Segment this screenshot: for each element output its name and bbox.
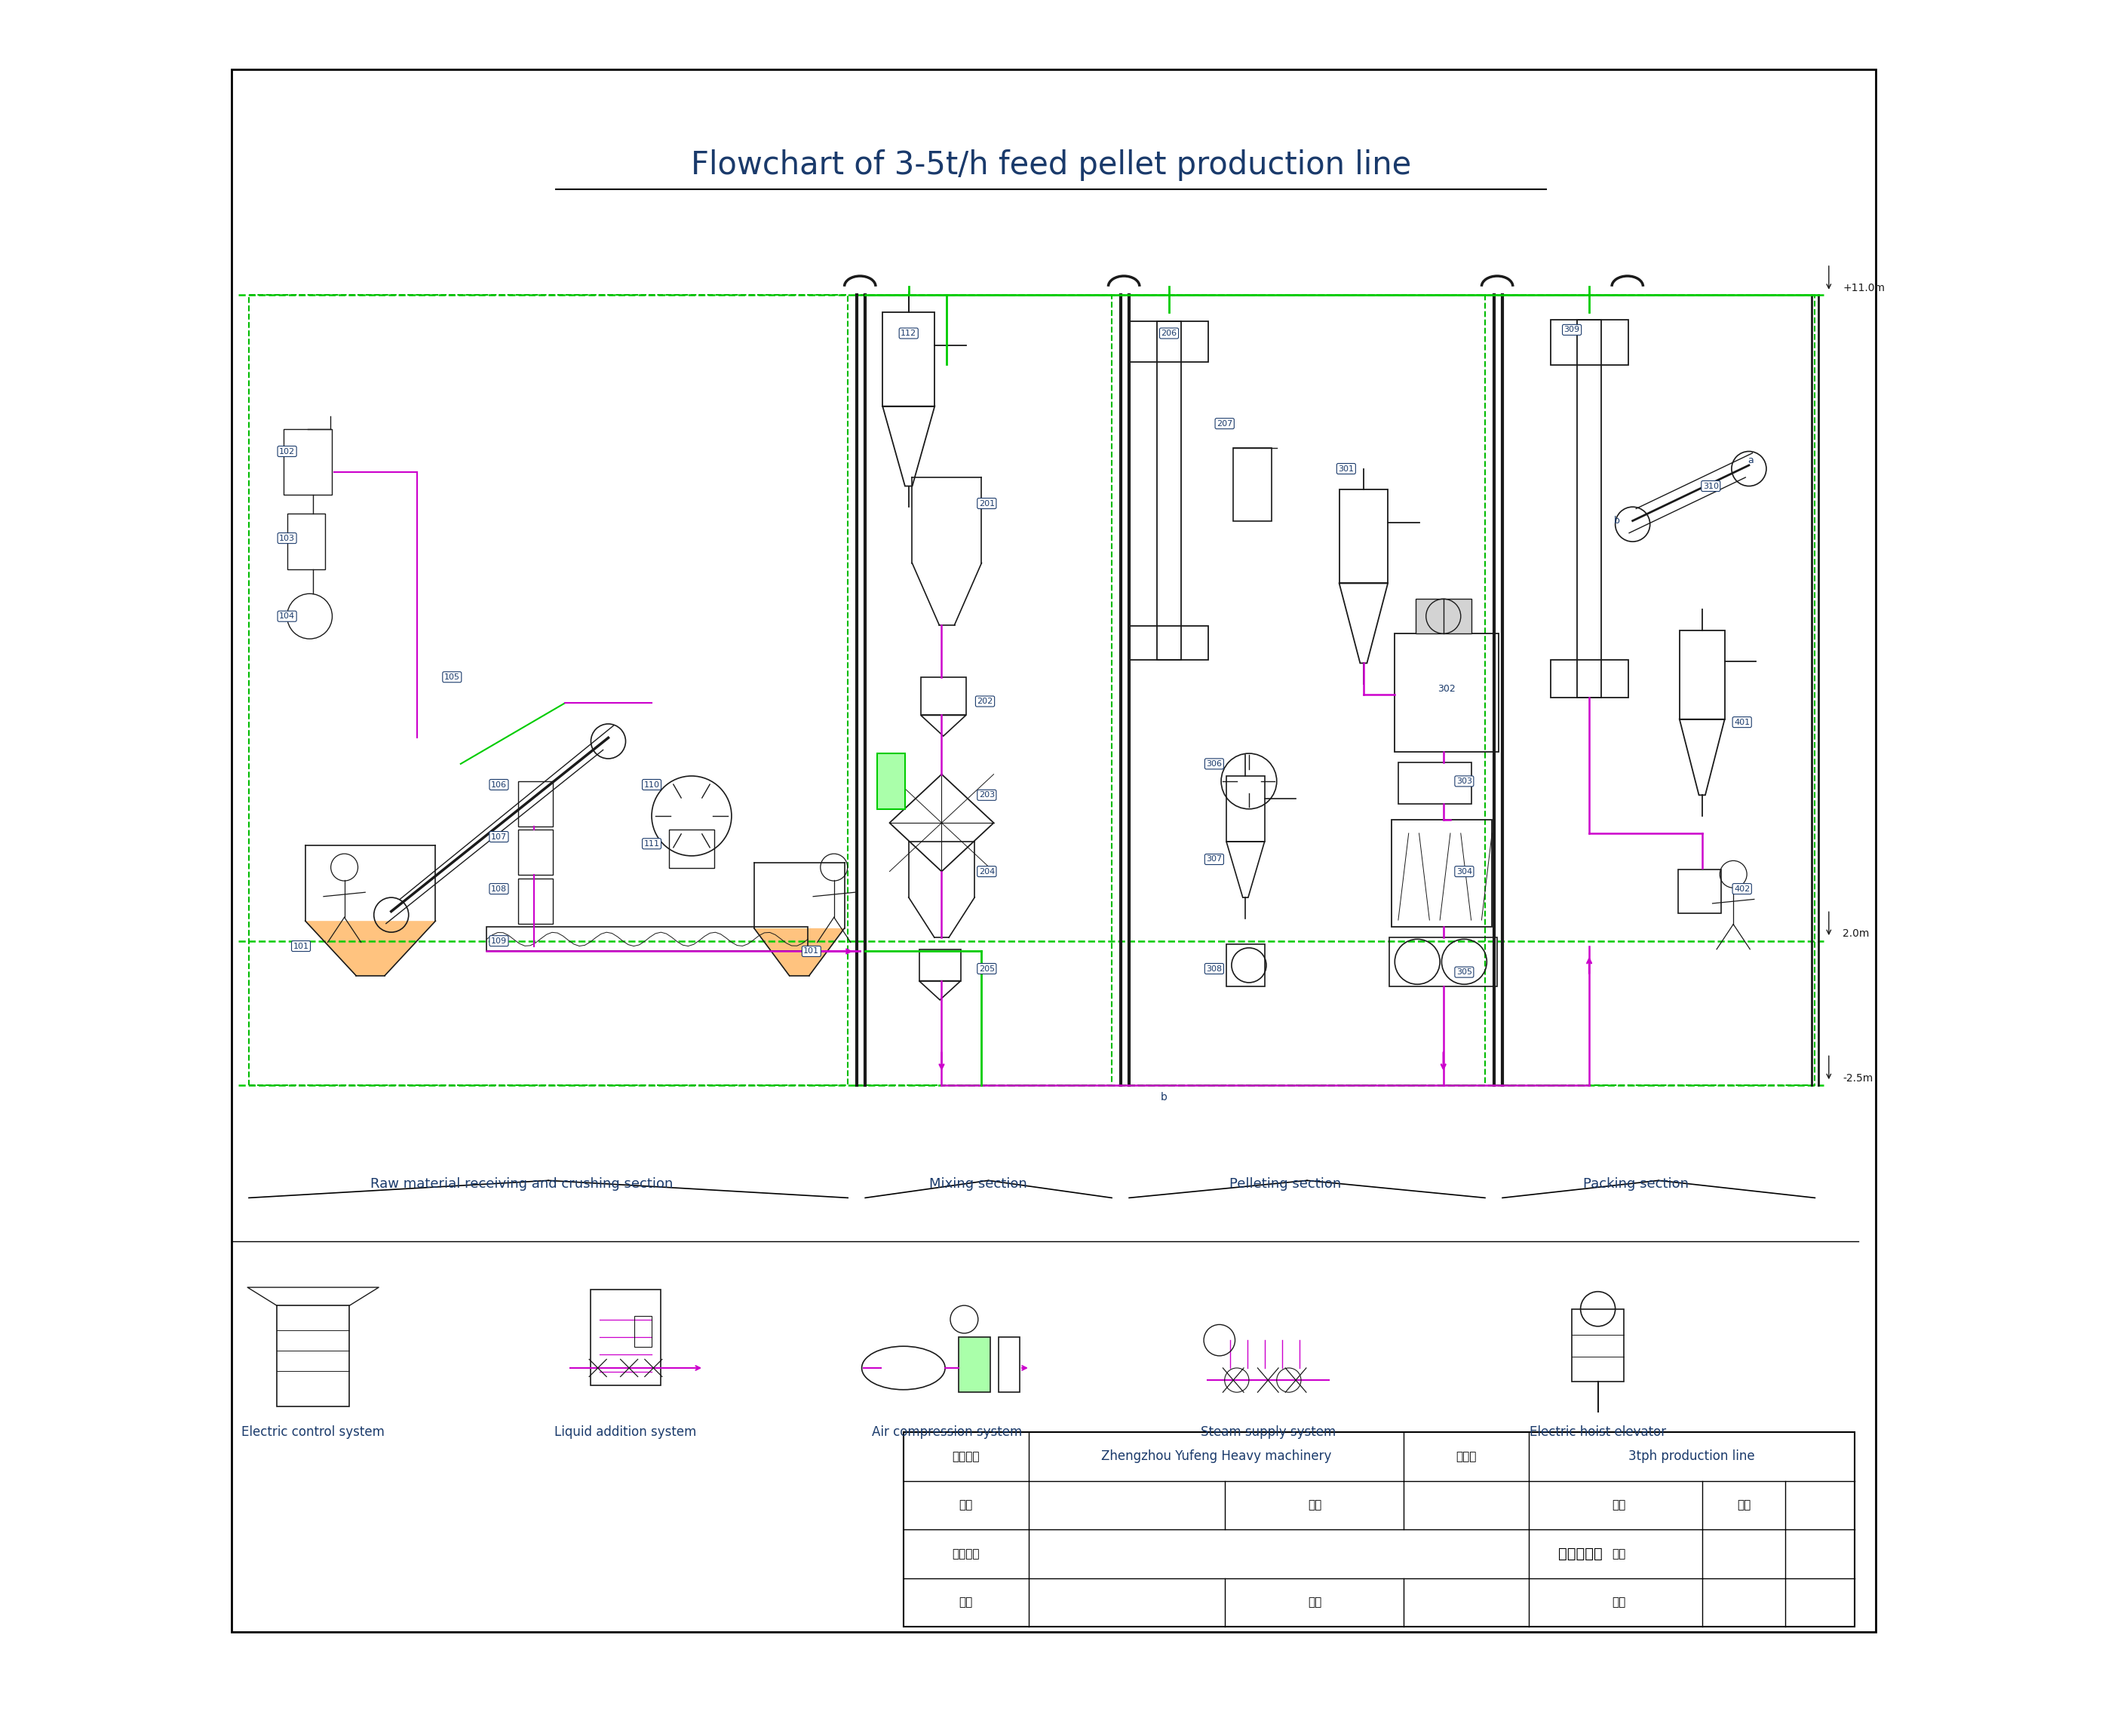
Text: 104: 104 <box>280 613 294 620</box>
Text: Pelleting section: Pelleting section <box>1230 1177 1341 1191</box>
Text: 202: 202 <box>977 698 992 705</box>
Text: 112: 112 <box>900 330 916 337</box>
Text: 图别: 图别 <box>1612 1500 1625 1510</box>
Text: 工艺流程图: 工艺流程图 <box>1558 1547 1602 1561</box>
Text: b: b <box>1614 516 1621 526</box>
Text: Flowchart of 3-5t/h feed pellet production line: Flowchart of 3-5t/h feed pellet producti… <box>692 149 1410 181</box>
Text: 比例: 比例 <box>1612 1549 1625 1559</box>
Text: Packing section: Packing section <box>1583 1177 1688 1191</box>
Text: 205: 205 <box>980 965 994 972</box>
Text: 101: 101 <box>292 943 309 950</box>
Text: 工程名: 工程名 <box>1455 1451 1476 1462</box>
Text: Steam supply system: Steam supply system <box>1200 1425 1335 1439</box>
Text: Air compression system: Air compression system <box>872 1425 1022 1439</box>
Text: Mixing section: Mixing section <box>929 1177 1028 1191</box>
Text: Liquid addition system: Liquid addition system <box>555 1425 696 1439</box>
Text: +11.0m: +11.0m <box>1843 283 1885 293</box>
Text: 309: 309 <box>1564 326 1581 333</box>
Text: -2.5m: -2.5m <box>1843 1073 1873 1083</box>
Text: Electric control system: Electric control system <box>242 1425 385 1439</box>
Text: 207: 207 <box>1217 420 1232 427</box>
Text: a: a <box>1747 455 1753 465</box>
Text: 108: 108 <box>492 885 507 892</box>
Text: 203: 203 <box>980 792 994 799</box>
Text: Zhengzhou Yufeng Heavy machinery: Zhengzhou Yufeng Heavy machinery <box>1101 1450 1331 1463</box>
Text: 308: 308 <box>1207 965 1221 972</box>
FancyBboxPatch shape <box>959 1337 990 1392</box>
Text: 3tph production line: 3tph production line <box>1629 1450 1755 1463</box>
Polygon shape <box>755 929 845 976</box>
Text: 109: 109 <box>492 937 507 944</box>
Text: Electric hoist elevator: Electric hoist elevator <box>1530 1425 1667 1439</box>
Text: 111: 111 <box>643 840 660 847</box>
Text: 110: 110 <box>643 781 660 788</box>
Text: 105: 105 <box>444 674 460 681</box>
Text: 303: 303 <box>1457 778 1471 785</box>
Text: 2.0m: 2.0m <box>1843 929 1869 939</box>
Text: 302: 302 <box>1438 684 1457 694</box>
Text: 107: 107 <box>492 833 507 840</box>
Text: 304: 304 <box>1457 868 1471 875</box>
Text: 306: 306 <box>1207 760 1221 767</box>
Text: 106: 106 <box>492 781 507 788</box>
Text: 承建单位: 承建单位 <box>952 1549 980 1559</box>
Text: 204: 204 <box>980 868 994 875</box>
Text: 工艺: 工艺 <box>1736 1500 1751 1510</box>
Text: 310: 310 <box>1703 483 1719 490</box>
Text: 传真: 传真 <box>1307 1500 1322 1510</box>
Text: 401: 401 <box>1734 719 1751 726</box>
Text: 建设单位: 建设单位 <box>952 1451 980 1462</box>
Text: 103: 103 <box>280 535 294 542</box>
Text: 307: 307 <box>1207 856 1221 863</box>
Text: 电话: 电话 <box>959 1500 973 1510</box>
Text: 301: 301 <box>1339 465 1354 472</box>
Text: b: b <box>1160 1092 1167 1102</box>
Text: 电话: 电话 <box>959 1597 973 1608</box>
Text: Raw material receiving and crushing section: Raw material receiving and crushing sect… <box>370 1177 673 1191</box>
Text: 206: 206 <box>1160 330 1177 337</box>
FancyBboxPatch shape <box>877 753 906 809</box>
Text: 102: 102 <box>280 448 294 455</box>
Text: 图号: 图号 <box>1612 1597 1625 1608</box>
Polygon shape <box>305 920 435 976</box>
Text: 201: 201 <box>980 500 994 507</box>
Text: 305: 305 <box>1457 969 1471 976</box>
Text: 402: 402 <box>1734 885 1751 892</box>
Text: 传真: 传真 <box>1307 1597 1322 1608</box>
Text: 101: 101 <box>803 948 820 955</box>
FancyBboxPatch shape <box>1415 599 1471 634</box>
